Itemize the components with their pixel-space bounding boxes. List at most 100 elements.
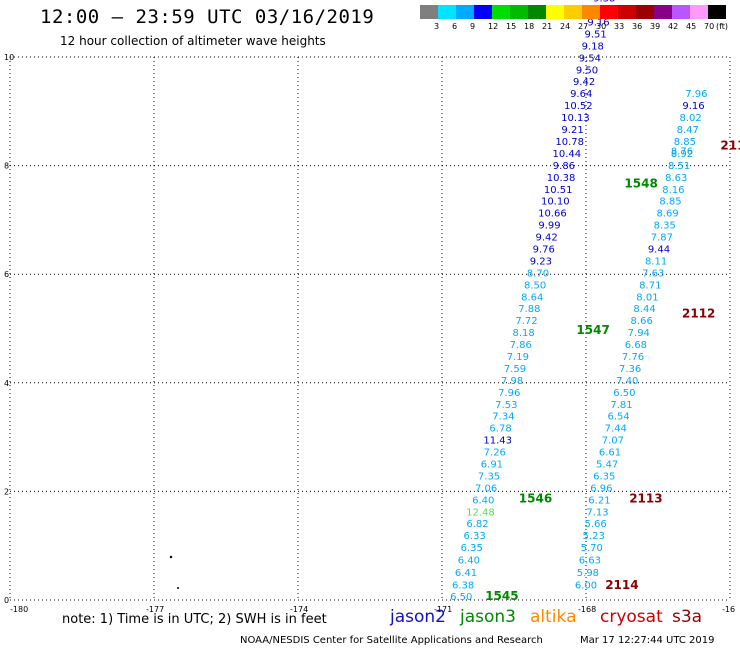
track1-value: 7.96: [498, 388, 520, 399]
x-tick-label: -171: [434, 605, 452, 614]
track1-value: 7.34: [492, 412, 514, 423]
track1-value: 9.64: [570, 89, 592, 100]
track1-value: 6.78: [489, 424, 511, 435]
y-tick-label: 8: [4, 162, 9, 171]
track1-value: 6.41: [455, 568, 477, 579]
colorbar-label: 6: [452, 22, 458, 31]
point-marker: [169, 555, 173, 559]
colorbar-label: 24: [560, 22, 571, 31]
track2-value: 8.71: [639, 280, 661, 291]
x-tick-label: -174: [290, 605, 308, 614]
track1-value: 9.42: [536, 233, 558, 244]
track1-value: 9.54: [579, 53, 601, 64]
track2-value: 8.85: [674, 137, 696, 148]
colorbar-swatch: [528, 5, 546, 19]
track2-value: 8.66: [631, 316, 653, 327]
page-title: 12:00 – 23:59 UTC 03/16/2019: [40, 6, 375, 28]
track2-value: 9.44: [648, 244, 670, 255]
track1-value: 10.44: [552, 149, 581, 160]
track2-value: 7.07: [602, 436, 624, 447]
track1-value: 10.51: [544, 185, 573, 196]
colorbar-label: 33: [614, 22, 625, 31]
track2-value: 7.94: [628, 328, 650, 339]
satellite-altika: altika: [530, 607, 577, 627]
track1-value: 6.35: [461, 543, 483, 554]
track1-value: 6.40: [472, 495, 494, 506]
pass-label: 2112: [682, 307, 715, 321]
track2-value: 8.01: [636, 292, 658, 303]
track2-value: 8.63: [665, 173, 687, 184]
colorbar-swatch: [438, 5, 456, 19]
track1-value: 6.40: [458, 556, 480, 567]
track2-value: 6.54: [608, 412, 630, 423]
colorbar-swatch: [564, 5, 582, 19]
track2-value: 8.44: [633, 304, 655, 315]
x-tick-label: -16: [722, 605, 735, 614]
track2-value: 6.50: [613, 388, 635, 399]
track2-value: 8.47: [677, 125, 699, 136]
track2-value: 6.96: [590, 483, 612, 494]
track1-value: 9.38: [593, 0, 615, 5]
y-tick-label: 4: [4, 379, 9, 388]
track1-value: 10.66: [538, 209, 567, 220]
pass-label: 2114: [605, 578, 638, 592]
colorbar-label: 27: [578, 22, 589, 31]
track2-value: 8.11: [645, 256, 667, 267]
track2-value: 5.70: [581, 543, 603, 554]
pass-label: 1548: [624, 176, 657, 190]
pass-label: 1546: [519, 491, 552, 505]
track2-value: 7.96: [685, 89, 707, 100]
satellite-cryosat: cryosat: [600, 607, 663, 627]
track2-value: 8.76: [671, 147, 693, 158]
colorbar-label: 21: [542, 22, 553, 31]
track1-value: 9.42: [573, 77, 595, 88]
track2-value: 7.40: [616, 376, 638, 387]
colorbar-label: 42: [668, 22, 679, 31]
colorbar-label: 30: [596, 22, 607, 31]
track2-value: 7.63: [642, 268, 664, 279]
track2-value: 8.02: [680, 113, 702, 124]
track2-value: 6.63: [579, 556, 601, 567]
pass-label: 1547: [576, 323, 609, 337]
track1-value: 7.86: [510, 340, 532, 351]
track1-value: 9.18: [582, 41, 604, 52]
track1-value: 9.86: [553, 161, 575, 172]
track1-value: 9.21: [561, 125, 583, 136]
track1-value: 7.06: [475, 483, 497, 494]
track2-value: 6.68: [625, 340, 647, 351]
pass-label: 2111: [720, 138, 740, 152]
track2-value: 6.00: [575, 581, 597, 592]
colorbar-label: 70: [704, 22, 715, 31]
track1-value: 7.35: [478, 471, 500, 482]
track1-value: 11.43: [483, 436, 512, 447]
pass-label: 1545: [485, 589, 518, 603]
track1-value: 9.51: [584, 29, 606, 40]
track1-value: 10.78: [555, 137, 584, 148]
satellite-s3a: s3a: [672, 607, 703, 627]
track2-value: 7.87: [651, 233, 673, 244]
track2-value: 5.66: [584, 519, 606, 530]
track2-value: 6.61: [599, 448, 621, 459]
track1-value: 8.64: [521, 292, 543, 303]
track2-value: 5.47: [596, 460, 618, 471]
footer-timestamp: Mar 17 12:27:44 UTC 2019: [580, 635, 715, 646]
satellite-jason3: jason3: [460, 607, 516, 627]
track2-value: 9.16: [682, 101, 704, 112]
point-marker: [177, 587, 179, 589]
x-tick-label: -168: [578, 605, 596, 614]
colorbar-swatch: [582, 5, 600, 19]
track2-value: 8.69: [656, 209, 678, 220]
track1-value: 9.99: [538, 221, 560, 232]
footer-credit: NOAA/NESDIS Center for Satellite Applica…: [240, 635, 543, 646]
track1-value: 7.72: [515, 316, 537, 327]
y-tick-label: 2: [4, 487, 9, 496]
colorbar-label: 15: [506, 22, 517, 31]
satellite-jason2: jason2: [390, 607, 446, 627]
track1-value: 8.70: [527, 268, 549, 279]
track1-value: 9.76: [533, 244, 555, 255]
track1-value: 7.59: [504, 364, 526, 375]
footer-note: note: 1) Time is in UTC; 2) SWH is in fe…: [62, 612, 327, 627]
colorbar-label: 39: [650, 22, 661, 31]
colorbar-swatch: [492, 5, 510, 19]
